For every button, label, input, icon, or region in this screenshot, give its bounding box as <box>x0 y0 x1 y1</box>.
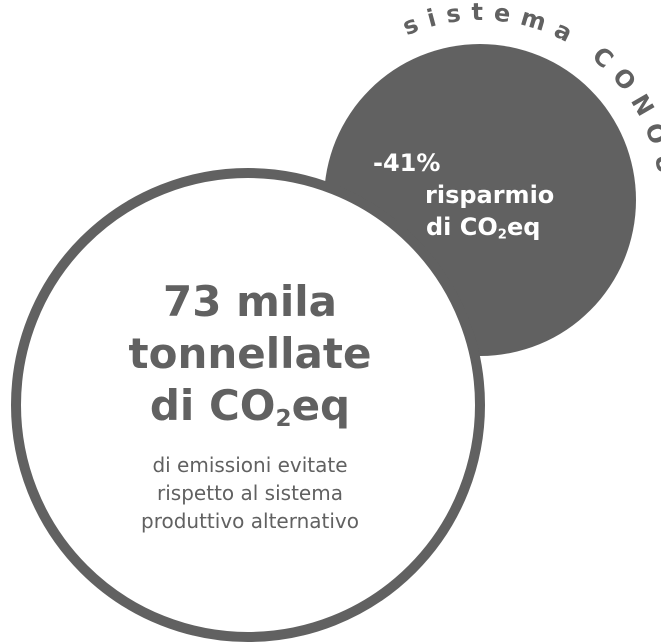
arc-title-letter: s <box>399 10 423 41</box>
co2-savings-suffix: eq <box>506 213 541 241</box>
arc-title-letter: t <box>471 0 483 26</box>
headline-co2-suffix: eq <box>291 381 351 430</box>
arc-title-letter <box>572 29 594 57</box>
description-line-3: produttivo alternativo <box>141 509 359 533</box>
headline-unit: tonnellate <box>128 329 372 378</box>
headline-co2: di CO2eq <box>60 380 440 432</box>
arc-title-letter: m <box>518 3 550 37</box>
arc-title-letter: U <box>649 151 661 176</box>
co2-savings-prefix: di CO <box>426 213 498 241</box>
arc-title-letter: C <box>587 41 619 74</box>
co2-savings-sub: 2 <box>497 227 507 243</box>
description-line-1: di emissioni evitate <box>152 453 348 477</box>
arc-title-letter: e <box>493 0 512 28</box>
arc-title-letter: N <box>625 89 659 120</box>
savings-label: risparmio <box>425 181 555 209</box>
co2-savings-label: di CO2eq <box>426 212 540 242</box>
big-circle <box>11 168 485 642</box>
arc-title-letter: O <box>607 62 642 96</box>
description-line-2: rispetto al sistema <box>157 481 343 505</box>
arc-title-letter: O <box>639 119 661 148</box>
percent-label: -41% <box>373 149 441 177</box>
headline-co2-prefix: di CO <box>149 381 276 430</box>
arc-title-letter: a <box>550 15 577 47</box>
headline-co2-sub: 2 <box>275 405 292 432</box>
arc-title-letter: s <box>444 0 462 29</box>
headline-amount: 73 mila <box>163 277 337 326</box>
arc-title-letter: i <box>424 4 439 33</box>
